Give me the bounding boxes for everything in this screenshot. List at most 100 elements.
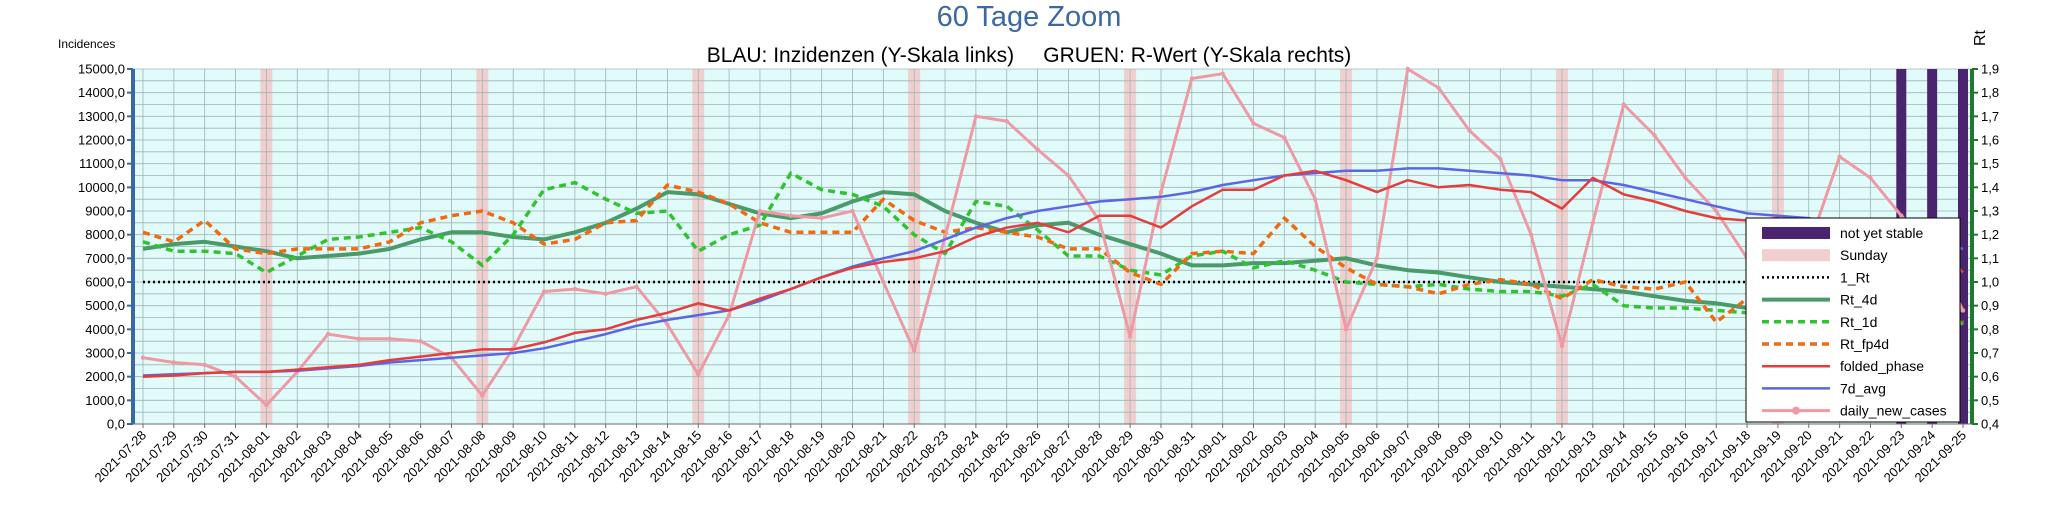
y-right-tick-label: 1,1 <box>1981 251 1999 266</box>
data-point-daily-new-cases <box>171 360 177 365</box>
data-point-daily-new-cases <box>1467 128 1472 133</box>
data-point-daily-new-cases <box>603 291 608 297</box>
y-right-tick-label: 1,9 <box>1981 62 1999 77</box>
y-left-tick-label: 4000,0 <box>85 322 125 337</box>
series-line-rt-1d <box>142 171 1965 326</box>
data-point-daily-new-cases <box>850 208 855 214</box>
data-point-daily-new-cases <box>418 338 423 344</box>
data-point-daily-new-cases <box>788 213 793 218</box>
data-point-daily-new-cases <box>634 284 639 289</box>
axes <box>131 69 1974 425</box>
y-left-tick-label: 6000,0 <box>85 275 125 290</box>
y-left-tick-label: 8000,0 <box>85 227 125 242</box>
y-right-tick-label: 1,8 <box>1981 85 1999 100</box>
data-point-daily-new-cases <box>1374 256 1380 261</box>
data-point-daily-new-cases <box>1127 334 1133 339</box>
legend-label-sunday: Sunday <box>1840 247 1887 263</box>
y-right-tick-label: 1,3 <box>1981 204 1999 219</box>
y-left-tick-label: 3000,0 <box>85 346 125 361</box>
series-line-folded-phase <box>142 169 1964 378</box>
data-point-daily-new-cases <box>1436 85 1441 91</box>
y-left-tick-label: 10000,0 <box>78 180 125 195</box>
y-axis-right-ticks: 0,4 0,5 0,6 0,7 0,8 0,9 1,0 1,1 1,2 1,3 1,4 1,5 1,6 1… <box>1972 62 1999 432</box>
data-point-daily-new-cases <box>264 402 269 408</box>
y-right-tick-label: 0,5 <box>1981 393 1999 408</box>
y-right-tick-label: 1,7 <box>1981 109 1999 124</box>
y-left-tick-label: 2000,0 <box>85 369 125 384</box>
data-point-daily-new-cases <box>541 289 547 294</box>
legend-label-not-yet-stable: not yet stable <box>1840 225 1923 241</box>
data-point-daily-new-cases <box>1652 133 1657 138</box>
data-point-daily-new-cases <box>1035 147 1040 152</box>
data-point-daily-new-cases <box>911 348 917 353</box>
data-point-daily-new-cases <box>1158 189 1164 195</box>
legend-swatch-sunday <box>1762 249 1830 262</box>
y-left-tick-label: 15000,0 <box>78 62 125 77</box>
series-line-rt-fp4d <box>142 183 1965 324</box>
y-left-tick-label: 12000,0 <box>78 133 125 148</box>
data-point-daily-new-cases <box>1282 135 1287 140</box>
y-left-tick-label: 1000,0 <box>85 393 125 408</box>
legend: not yet stable Sunday 1_Rt Rt_4d Rt_1d Rt_fp4… <box>1745 217 1961 423</box>
data-point-daily-new-cases <box>973 114 979 119</box>
data-point-daily-new-cases <box>1251 121 1256 126</box>
y-right-tick-label: 1,4 <box>1981 180 1999 195</box>
y-right-tick-label: 0,7 <box>1981 346 1999 361</box>
data-point-daily-new-cases <box>1343 327 1349 332</box>
x-axis-ticks: 2021-07-282021-07-292021-07-302021-07-31… <box>91 424 1969 485</box>
chart-title: 60 Tage Zoom <box>937 1 1122 33</box>
data-point-daily-new-cases <box>356 336 362 341</box>
y-right-tick-label: 1,5 <box>1981 156 1999 171</box>
legend-swatch-not-yet-stable <box>1762 227 1830 239</box>
data-point-daily-new-cases <box>480 393 485 398</box>
data-point-daily-new-cases <box>1189 76 1195 81</box>
y-left-tick-label: 7000,0 <box>85 251 125 266</box>
data-point-daily-new-cases <box>1590 220 1596 226</box>
data-point-daily-new-cases <box>1313 196 1318 202</box>
legend-label-rt-fp4d: Rt_fp4d <box>1840 336 1889 352</box>
data-point-daily-new-cases <box>233 374 238 379</box>
series-lines <box>140 66 1966 408</box>
data-point-daily-new-cases <box>665 322 670 327</box>
data-point-daily-new-cases <box>1837 154 1842 159</box>
data-point-daily-new-cases <box>1004 118 1009 124</box>
series-line-rt-4d <box>142 190 1964 313</box>
data-point-daily-new-cases <box>819 215 824 221</box>
legend-label-1-rt: 1_Rt <box>1840 269 1870 285</box>
y-right-tick-label: 0,8 <box>1981 322 1999 337</box>
legend-label-folded-phase: folded_phase <box>1840 358 1924 374</box>
y-right-tick-label: 1,6 <box>1981 133 1999 148</box>
y-axis-left-ticks: 0,0 1000,0 2000,0 3000,0 4000,0 5000,0 6000,0 7… <box>78 62 133 432</box>
y-left-tick-label: 5000,0 <box>85 298 125 313</box>
y-left-tick-label: 9000,0 <box>85 204 125 219</box>
not-yet-stable-bar <box>1958 69 1968 424</box>
sunday-bars <box>260 69 1784 424</box>
data-point-daily-new-cases <box>202 362 207 368</box>
data-point-daily-new-cases <box>387 336 392 341</box>
legend-label-rt-4d: Rt_4d <box>1840 292 1877 308</box>
data-point-daily-new-cases <box>1868 175 1873 181</box>
legend-label-daily-new-cases: daily_new_cases <box>1840 403 1947 419</box>
y-left-tick-label: 14000,0 <box>78 85 125 100</box>
y-left-tick-label: 11000,0 <box>79 156 125 171</box>
y-right-tick-label: 0,4 <box>1981 417 1999 432</box>
y-right-tick-label: 1,2 <box>1981 227 1999 242</box>
data-point-daily-new-cases <box>1220 71 1225 76</box>
y-axis-left-label: Incidences <box>58 37 115 51</box>
data-point-daily-new-cases <box>1714 208 1719 214</box>
data-point-daily-new-cases <box>881 279 886 285</box>
data-point-daily-new-cases <box>1621 102 1626 107</box>
y-left-tick-label: 13000,0 <box>78 109 125 124</box>
data-point-daily-new-cases <box>572 286 578 292</box>
data-point-daily-new-cases <box>1405 66 1410 72</box>
data-point-daily-new-cases <box>757 208 763 214</box>
y-right-tick-label: 0,9 <box>1981 298 1999 313</box>
chart-subtitle: BLAU: Inzidenzen (Y-Skala links) GRUEN: … <box>707 44 1352 67</box>
series-line-7d-avg <box>142 167 1964 377</box>
legend-marker-daily-new-cases <box>1792 406 1800 415</box>
y-left-tick-label: 0,0 <box>107 417 125 432</box>
legend-label-rt-1d: Rt_1d <box>1840 314 1877 330</box>
data-point-daily-new-cases <box>1528 232 1534 237</box>
data-point-daily-new-cases <box>726 312 732 318</box>
